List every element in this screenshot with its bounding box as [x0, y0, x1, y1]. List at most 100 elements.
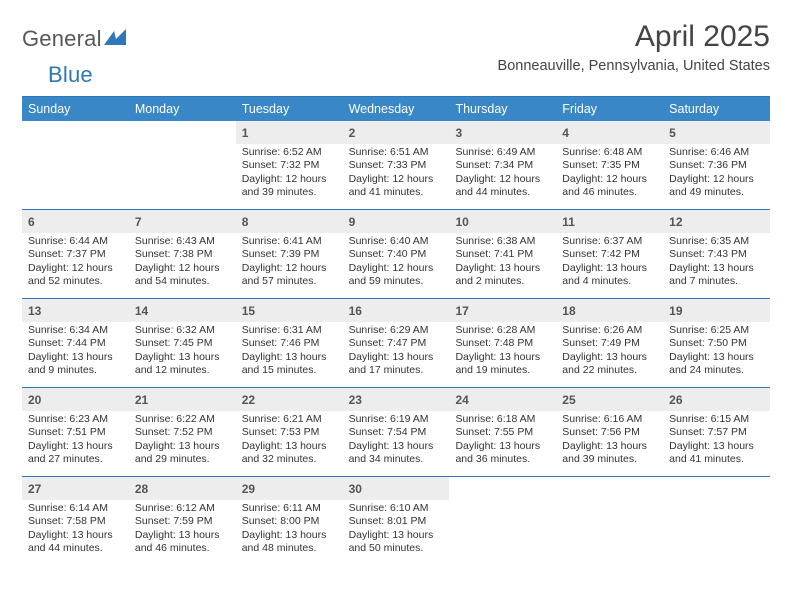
sunset-text: Sunset: 8:01 PM	[349, 515, 444, 528]
sunset-text: Sunset: 7:37 PM	[28, 248, 123, 261]
sunrise-text: Sunrise: 6:28 AM	[455, 324, 550, 337]
sunrise-text: Sunrise: 6:14 AM	[28, 502, 123, 515]
daylight-text: Daylight: 13 hours	[669, 262, 764, 275]
daylight-text: and 59 minutes.	[349, 275, 444, 288]
daylight-text: and 4 minutes.	[562, 275, 657, 288]
daylight-text: Daylight: 13 hours	[562, 440, 657, 453]
calendar-day: 13Sunrise: 6:34 AMSunset: 7:44 PMDayligh…	[22, 299, 129, 387]
sunrise-text: Sunrise: 6:52 AM	[242, 146, 337, 159]
dow-header: Thursday	[449, 97, 556, 121]
sunrise-text: Sunrise: 6:35 AM	[669, 235, 764, 248]
sunrise-text: Sunrise: 6:34 AM	[28, 324, 123, 337]
daylight-text: and 19 minutes.	[455, 364, 550, 377]
daylight-text: Daylight: 12 hours	[669, 173, 764, 186]
logo-mark-icon	[104, 29, 126, 50]
sunset-text: Sunset: 7:49 PM	[562, 337, 657, 350]
daylight-text: Daylight: 13 hours	[669, 351, 764, 364]
sunrise-text: Sunrise: 6:49 AM	[455, 146, 550, 159]
dow-header: Friday	[556, 97, 663, 121]
calendar-day: 7Sunrise: 6:43 AMSunset: 7:38 PMDaylight…	[129, 210, 236, 298]
calendar-week: 27Sunrise: 6:14 AMSunset: 7:58 PMDayligh…	[22, 477, 770, 565]
day-number: 11	[562, 215, 575, 229]
calendar-week: 20Sunrise: 6:23 AMSunset: 7:51 PMDayligh…	[22, 388, 770, 477]
sunset-text: Sunset: 7:50 PM	[669, 337, 764, 350]
day-number: 9	[349, 215, 356, 229]
sunrise-text: Sunrise: 6:43 AM	[135, 235, 230, 248]
sunset-text: Sunset: 7:54 PM	[349, 426, 444, 439]
sunrise-text: Sunrise: 6:44 AM	[28, 235, 123, 248]
calendar-day: 22Sunrise: 6:21 AMSunset: 7:53 PMDayligh…	[236, 388, 343, 476]
daylight-text: Daylight: 13 hours	[455, 262, 550, 275]
daylight-text: Daylight: 12 hours	[135, 262, 230, 275]
sunrise-text: Sunrise: 6:16 AM	[562, 413, 657, 426]
daylight-text: Daylight: 13 hours	[349, 529, 444, 542]
sunrise-text: Sunrise: 6:51 AM	[349, 146, 444, 159]
daylight-text: and 48 minutes.	[242, 542, 337, 555]
sunset-text: Sunset: 7:44 PM	[28, 337, 123, 350]
day-number: 28	[135, 482, 148, 496]
day-number: 21	[135, 393, 148, 407]
day-number: 16	[349, 304, 362, 318]
sunrise-text: Sunrise: 6:46 AM	[669, 146, 764, 159]
location-subtitle: Bonneauville, Pennsylvania, United State…	[498, 58, 770, 74]
sunset-text: Sunset: 7:45 PM	[135, 337, 230, 350]
calendar-day-empty	[449, 477, 556, 565]
sunset-text: Sunset: 7:33 PM	[349, 159, 444, 172]
sunset-text: Sunset: 7:47 PM	[349, 337, 444, 350]
sunrise-text: Sunrise: 6:38 AM	[455, 235, 550, 248]
daylight-text: and 39 minutes.	[562, 453, 657, 466]
sunset-text: Sunset: 7:42 PM	[562, 248, 657, 261]
logo-text-a: General	[22, 26, 102, 52]
daylight-text: Daylight: 13 hours	[28, 440, 123, 453]
calendar-day: 10Sunrise: 6:38 AMSunset: 7:41 PMDayligh…	[449, 210, 556, 298]
day-number: 3	[455, 126, 462, 140]
daylight-text: Daylight: 13 hours	[135, 529, 230, 542]
sunrise-text: Sunrise: 6:40 AM	[349, 235, 444, 248]
daylight-text: Daylight: 13 hours	[455, 440, 550, 453]
calendar-day: 20Sunrise: 6:23 AMSunset: 7:51 PMDayligh…	[22, 388, 129, 476]
sunset-text: Sunset: 7:43 PM	[669, 248, 764, 261]
daylight-text: and 46 minutes.	[135, 542, 230, 555]
sunrise-text: Sunrise: 6:11 AM	[242, 502, 337, 515]
day-number: 29	[242, 482, 255, 496]
day-number: 1	[242, 126, 249, 140]
daylight-text: and 32 minutes.	[242, 453, 337, 466]
sunrise-text: Sunrise: 6:37 AM	[562, 235, 657, 248]
sunrise-text: Sunrise: 6:31 AM	[242, 324, 337, 337]
daylight-text: and 50 minutes.	[349, 542, 444, 555]
day-number: 7	[135, 215, 142, 229]
calendar-day: 9 Sunrise: 6:40 AMSunset: 7:40 PMDaylight…	[343, 210, 450, 298]
calendar-day: 21Sunrise: 6:22 AMSunset: 7:52 PMDayligh…	[129, 388, 236, 476]
daylight-text: Daylight: 12 hours	[349, 173, 444, 186]
sunrise-text: Sunrise: 6:19 AM	[349, 413, 444, 426]
dow-header-row: SundayMondayTuesdayWednesdayThursdayFrid…	[22, 97, 770, 121]
sunset-text: Sunset: 7:56 PM	[562, 426, 657, 439]
sunset-text: Sunset: 7:46 PM	[242, 337, 337, 350]
logo: General	[22, 26, 126, 52]
calendar-day: 5 Sunrise: 6:46 AMSunset: 7:36 PMDaylight…	[663, 121, 770, 209]
calendar-day: 23Sunrise: 6:19 AMSunset: 7:54 PMDayligh…	[343, 388, 450, 476]
daylight-text: Daylight: 12 hours	[455, 173, 550, 186]
calendar-day: 2Sunrise: 6:51 AMSunset: 7:33 PMDaylight…	[343, 121, 450, 209]
calendar-day: 29Sunrise: 6:11 AMSunset: 8:00 PMDayligh…	[236, 477, 343, 565]
sunrise-text: Sunrise: 6:26 AM	[562, 324, 657, 337]
calendar-day-empty	[663, 477, 770, 565]
daylight-text: and 27 minutes.	[28, 453, 123, 466]
day-number: 6	[28, 215, 35, 229]
daylight-text: Daylight: 12 hours	[242, 262, 337, 275]
day-number: 5	[669, 126, 676, 140]
dow-header: Sunday	[22, 97, 129, 121]
sunset-text: Sunset: 7:55 PM	[455, 426, 550, 439]
daylight-text: Daylight: 12 hours	[349, 262, 444, 275]
daylight-text: and 46 minutes.	[562, 186, 657, 199]
sunset-text: Sunset: 7:40 PM	[349, 248, 444, 261]
sunset-text: Sunset: 7:59 PM	[135, 515, 230, 528]
sunset-text: Sunset: 7:36 PM	[669, 159, 764, 172]
daylight-text: and 17 minutes.	[349, 364, 444, 377]
day-number: 4	[562, 126, 569, 140]
calendar-day: 18Sunrise: 6:26 AMSunset: 7:49 PMDayligh…	[556, 299, 663, 387]
daylight-text: and 44 minutes.	[455, 186, 550, 199]
sunrise-text: Sunrise: 6:41 AM	[242, 235, 337, 248]
calendar-day-empty	[22, 121, 129, 209]
calendar-day: 28Sunrise: 6:12 AMSunset: 7:59 PMDayligh…	[129, 477, 236, 565]
